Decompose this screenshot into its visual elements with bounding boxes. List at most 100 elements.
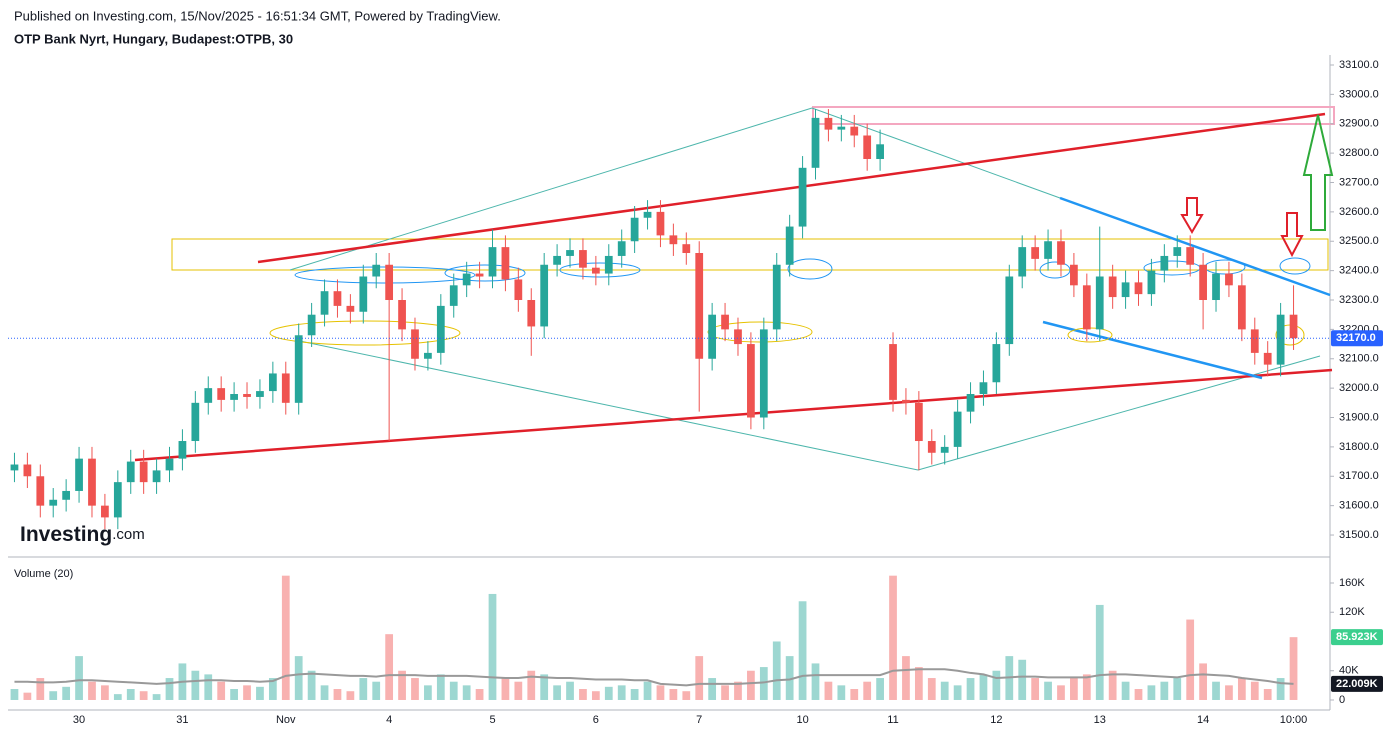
x-tick-label: 31	[176, 714, 188, 726]
x-tick-label: 12	[990, 714, 1002, 726]
volume-bar	[1237, 678, 1246, 700]
volume-bar	[527, 670, 536, 700]
volume-ma-line	[14, 668, 1294, 687]
volume-bar	[346, 691, 355, 700]
candle-body	[953, 411, 962, 447]
volume-bar	[449, 681, 458, 700]
trendline	[134, 368, 1333, 462]
y-tick-label: 31800.0	[1339, 441, 1379, 453]
y-tick-label: 120K	[1339, 606, 1365, 618]
volume-bar	[824, 681, 833, 700]
volume-bar	[889, 575, 897, 700]
volume-bar	[294, 656, 303, 700]
volume-bar	[165, 678, 174, 700]
candle-body	[230, 394, 238, 400]
volume-bar	[811, 663, 820, 700]
candle-body	[475, 273, 484, 277]
price-badge	[1331, 675, 1383, 692]
candles	[10, 109, 1298, 530]
candle-body	[243, 394, 251, 397]
x-tick-label: 30	[73, 714, 85, 726]
candle-body	[152, 470, 161, 483]
volume-bar	[876, 678, 884, 700]
volume-bar	[979, 674, 988, 700]
candle-body	[643, 211, 652, 218]
volume-bar	[1225, 685, 1233, 700]
ellipse	[294, 266, 476, 284]
volume-bar	[1212, 681, 1220, 700]
volume-bar	[139, 691, 148, 700]
y-tick-label: 33100.0	[1339, 59, 1379, 71]
candle-body	[385, 264, 394, 301]
candle-body	[178, 441, 187, 459]
price-badge-label: 32170.0	[1336, 332, 1376, 344]
volume-bar	[333, 689, 342, 700]
volume-bar	[113, 694, 122, 700]
candle-body	[1121, 282, 1130, 298]
price-badge	[1331, 330, 1383, 347]
arrow-down	[1180, 197, 1204, 234]
volume-bar	[682, 691, 691, 700]
volume-bar	[75, 656, 83, 700]
y-tick-label: 32800.0	[1339, 147, 1379, 159]
volume-bar	[1276, 678, 1285, 700]
volume-bar	[953, 685, 962, 700]
x-tick-label: 5	[489, 714, 495, 726]
candle-body	[914, 402, 923, 442]
candle-body	[139, 461, 148, 483]
volume-bar	[23, 692, 32, 700]
x-tick-label: 4	[386, 714, 392, 726]
candle-body	[217, 388, 226, 400]
candle-body	[75, 458, 83, 491]
candle-body	[1212, 273, 1220, 301]
candle-body	[1057, 241, 1065, 265]
volume-bar	[927, 678, 936, 700]
volume-bar	[902, 656, 910, 700]
y-tick-label: 31700.0	[1339, 470, 1379, 482]
candle-body	[1005, 276, 1014, 345]
candle-body	[850, 126, 859, 136]
volume-bar	[785, 656, 794, 700]
candle-body	[876, 144, 884, 159]
candle-body	[927, 441, 936, 453]
volume-bar	[488, 593, 497, 700]
y-tick-label: 0	[1339, 694, 1345, 706]
x-tick-label: 7	[696, 714, 702, 726]
volume-bar	[708, 678, 717, 700]
y-tick-label: 32400.0	[1339, 265, 1379, 277]
volume-bar	[940, 681, 949, 700]
candle-body	[798, 167, 807, 227]
volume-bar	[721, 685, 729, 700]
volume-bar	[126, 689, 135, 700]
trendline	[811, 107, 1061, 199]
candle-body	[488, 247, 497, 277]
volume-bar	[1173, 678, 1182, 700]
x-tick-label: 14	[1197, 714, 1209, 726]
volume-bar	[1108, 670, 1117, 700]
arrow-up	[1302, 114, 1334, 231]
volume-bar	[62, 686, 71, 700]
candle-body	[514, 279, 523, 301]
candle-body	[204, 388, 213, 403]
volume-bar	[630, 689, 639, 700]
candle-body	[281, 373, 290, 403]
candle-body	[772, 264, 781, 330]
candle-body	[1147, 270, 1156, 295]
candle-body	[1289, 314, 1298, 339]
candle-body	[747, 344, 755, 418]
volume-bar	[307, 670, 316, 700]
volume-bar	[566, 681, 574, 700]
candle-body	[501, 247, 510, 280]
candle-body	[1031, 247, 1040, 259]
candle-body	[113, 482, 122, 518]
trendline	[1042, 320, 1263, 380]
candle-body	[1018, 247, 1027, 277]
volume-bar	[992, 670, 1001, 700]
volume-bar	[191, 670, 200, 700]
volume-bar	[1250, 681, 1259, 700]
volume-bar	[514, 681, 523, 700]
candle-body	[307, 314, 316, 336]
candle-body	[49, 499, 58, 506]
y-tick-label: 32500.0	[1339, 235, 1379, 247]
published-note: Published on Investing.com, 15/Nov/2025 …	[14, 8, 501, 23]
